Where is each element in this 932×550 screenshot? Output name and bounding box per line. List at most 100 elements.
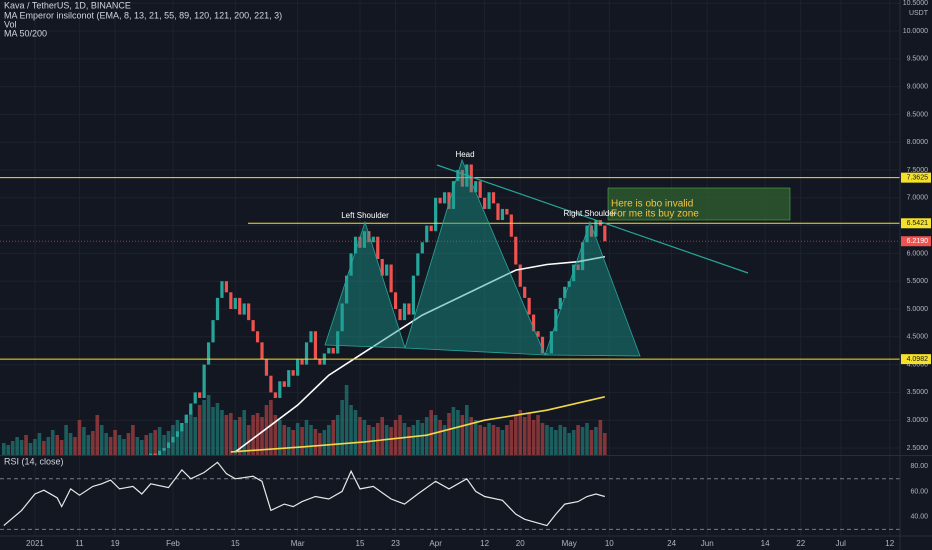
candle — [238, 297, 242, 315]
candle — [487, 192, 491, 209]
volume-bar — [389, 427, 393, 455]
volume-bar — [416, 420, 420, 455]
volume-bar — [237, 417, 242, 455]
y-tick-label: 5.0000 — [907, 306, 929, 313]
volume-bar — [184, 415, 189, 455]
candle — [331, 347, 335, 354]
candle — [416, 253, 420, 276]
volume-bar — [300, 427, 304, 455]
volume-bar — [273, 415, 278, 455]
x-tick-label: 24 — [667, 539, 676, 548]
volume-bar — [545, 425, 549, 455]
candle — [491, 192, 496, 204]
candle — [327, 347, 331, 354]
volume-bar — [509, 420, 514, 455]
candle — [233, 297, 237, 310]
volume-bar — [576, 425, 580, 455]
volume-bar — [37, 433, 42, 455]
note-text: For me its buy zone — [611, 209, 699, 220]
candle — [202, 364, 206, 398]
volume-bar — [50, 430, 55, 455]
volume-bar — [469, 417, 474, 455]
buy-zone — [607, 187, 791, 221]
candle — [393, 292, 398, 310]
volume-bar — [473, 420, 478, 455]
volume-bar — [398, 415, 402, 455]
candle — [420, 242, 424, 254]
candle — [287, 370, 291, 387]
volume-bar — [220, 410, 224, 455]
candle — [500, 208, 505, 221]
rsi-tick-label: 60.00 — [910, 488, 928, 495]
volume-bar — [148, 433, 153, 455]
candle — [220, 281, 224, 298]
volume-bar — [598, 420, 603, 455]
candle — [358, 236, 362, 248]
volume-bar — [429, 410, 433, 455]
volume-bar — [64, 425, 68, 455]
volume-bar — [536, 415, 540, 455]
volume-bar — [77, 420, 82, 455]
volume-bar — [442, 425, 447, 455]
volume-bar — [108, 437, 113, 455]
candle — [158, 450, 162, 455]
annotation: Right Shoulder — [564, 209, 617, 218]
candle — [24, 498, 27, 501]
candle — [255, 331, 260, 343]
candle — [73, 476, 76, 479]
symbol-title: Kava / TetherUS, 1D, BINANCE — [4, 0, 131, 10]
volume-bar — [46, 437, 51, 455]
candle — [460, 170, 464, 187]
candle — [211, 320, 215, 343]
y-tick-label: 7.0000 — [907, 195, 929, 202]
note-text: Here is obo invalid — [611, 199, 693, 210]
volume-bar — [278, 420, 282, 455]
candle — [11, 504, 14, 507]
x-tick-label: Jul — [836, 539, 846, 548]
x-tick-label: Mar — [291, 539, 305, 548]
x-tick-label: 22 — [796, 539, 805, 548]
volume-bar — [117, 435, 122, 455]
volume-bar — [55, 435, 60, 455]
price-tag-label: 6.2190 — [907, 238, 929, 245]
volume-bar — [411, 425, 416, 455]
y-tick-label: 7.5000 — [907, 167, 929, 174]
volume-bar — [433, 415, 438, 455]
y-tick-label: 8.5000 — [907, 111, 929, 118]
candle — [309, 331, 313, 343]
volume-bar — [242, 410, 246, 455]
y-tick-label: 3.0000 — [907, 417, 929, 424]
volume-bar — [318, 433, 322, 455]
volume-bar — [24, 435, 28, 455]
candle — [60, 484, 63, 487]
candle — [318, 359, 322, 365]
volume-bar — [518, 410, 523, 455]
volume-bar — [456, 410, 460, 455]
candle — [425, 225, 429, 243]
candle — [162, 447, 166, 451]
candle — [340, 303, 344, 332]
head-shape — [404, 158, 546, 356]
volume-bar — [188, 410, 193, 455]
volume-bar — [585, 423, 589, 455]
candle — [127, 459, 130, 462]
candle — [87, 470, 90, 476]
volume-bar — [527, 413, 531, 455]
volume-bar — [33, 439, 37, 455]
candle — [153, 453, 157, 455]
price-tag — [901, 172, 931, 183]
volume-bar — [251, 415, 255, 455]
candle — [474, 181, 478, 193]
candle — [371, 236, 375, 243]
volume-bar — [309, 425, 313, 455]
annotation: Left Shoulder — [341, 211, 389, 220]
candle — [149, 453, 153, 455]
volume-bar — [465, 405, 469, 455]
candle — [282, 381, 286, 387]
candle — [269, 375, 273, 393]
candle — [336, 331, 340, 354]
candle — [389, 264, 393, 293]
volume-bar — [380, 417, 385, 455]
volume-bar — [206, 395, 211, 455]
x-tick-label: 2021 — [26, 539, 44, 548]
